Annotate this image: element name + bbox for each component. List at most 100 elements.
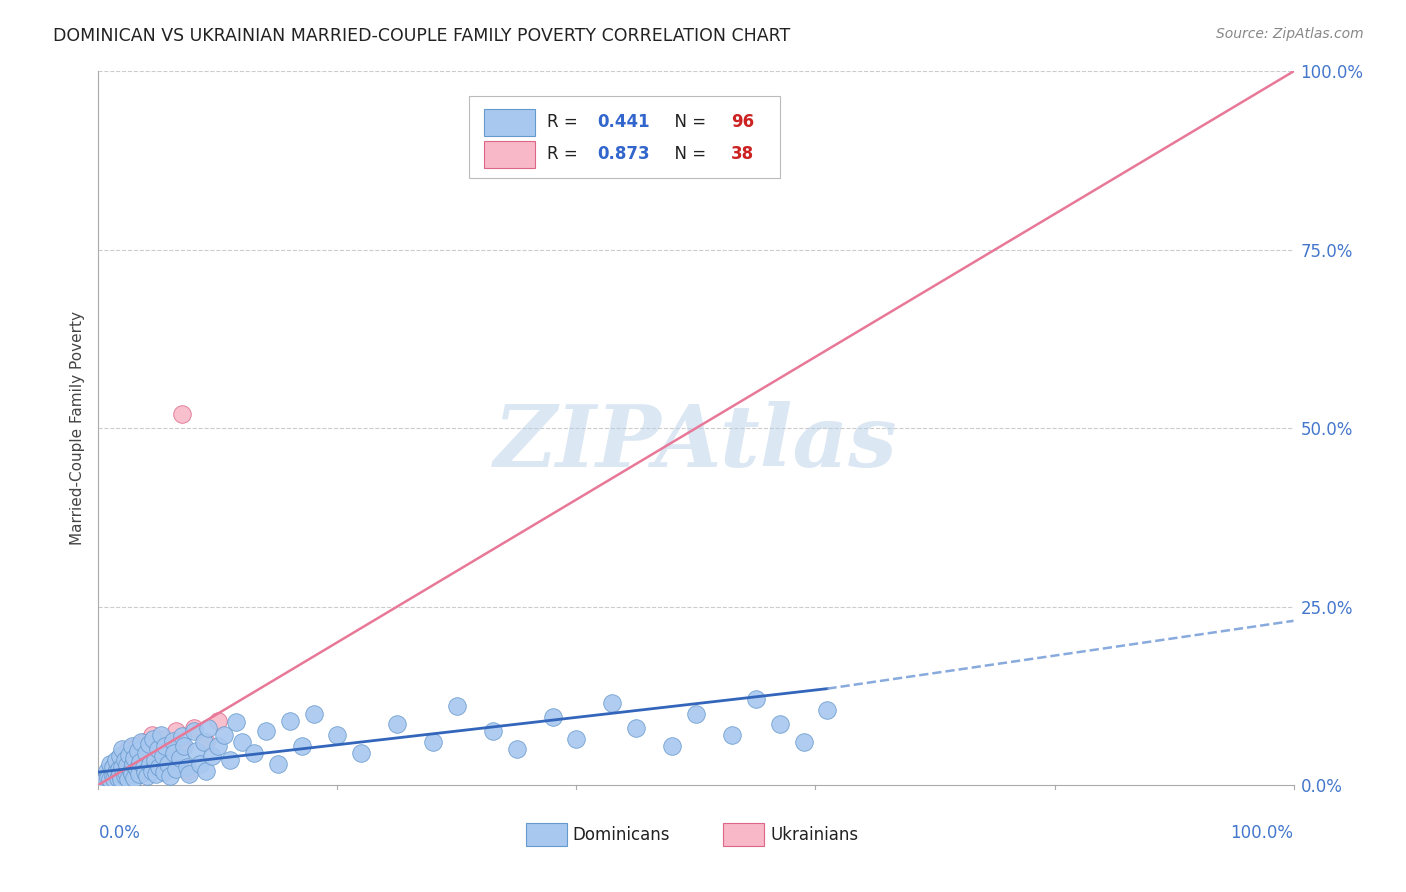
Point bbox=[114, 746, 136, 760]
Point bbox=[156, 756, 179, 771]
Point bbox=[121, 767, 143, 781]
Point bbox=[98, 769, 122, 783]
Point bbox=[148, 756, 170, 771]
Point bbox=[117, 742, 139, 756]
Point bbox=[159, 749, 181, 764]
Point bbox=[183, 721, 205, 735]
Point bbox=[105, 765, 128, 780]
Point bbox=[97, 771, 120, 785]
Point bbox=[98, 756, 122, 771]
Point bbox=[93, 774, 115, 789]
Point bbox=[565, 731, 588, 746]
Point bbox=[231, 735, 253, 749]
Point bbox=[141, 728, 163, 742]
Point bbox=[745, 692, 768, 706]
Point bbox=[143, 753, 166, 767]
Point bbox=[165, 762, 187, 776]
Text: 100.0%: 100.0% bbox=[1230, 824, 1294, 842]
Point bbox=[124, 771, 146, 785]
Point bbox=[110, 772, 132, 787]
Point bbox=[195, 735, 218, 749]
Point bbox=[108, 767, 131, 781]
Point bbox=[291, 739, 314, 753]
Point bbox=[135, 746, 157, 760]
Point bbox=[141, 764, 163, 778]
Text: Ukrainians: Ukrainians bbox=[770, 826, 858, 844]
Point bbox=[661, 739, 683, 753]
Point bbox=[626, 721, 648, 735]
Text: Source: ZipAtlas.com: Source: ZipAtlas.com bbox=[1216, 27, 1364, 41]
Point bbox=[114, 753, 136, 767]
Point bbox=[254, 724, 277, 739]
Point bbox=[188, 756, 211, 771]
Point bbox=[195, 764, 218, 778]
Point bbox=[134, 765, 156, 780]
FancyBboxPatch shape bbox=[526, 822, 567, 846]
Point bbox=[183, 724, 205, 739]
Point bbox=[107, 756, 129, 771]
Point bbox=[446, 699, 468, 714]
Point bbox=[197, 721, 219, 735]
Point bbox=[193, 735, 215, 749]
FancyBboxPatch shape bbox=[470, 96, 780, 178]
Point bbox=[148, 742, 170, 756]
Point bbox=[173, 739, 195, 753]
Point bbox=[124, 760, 146, 774]
Point bbox=[142, 731, 165, 746]
Point bbox=[98, 772, 122, 787]
Point bbox=[115, 756, 138, 771]
Text: 0.0%: 0.0% bbox=[98, 824, 141, 842]
Point bbox=[132, 735, 155, 749]
Point bbox=[120, 764, 142, 778]
Point bbox=[225, 715, 247, 730]
Point bbox=[117, 772, 139, 787]
Point bbox=[219, 753, 242, 767]
Point bbox=[108, 767, 131, 781]
Point bbox=[114, 771, 136, 785]
Point bbox=[176, 760, 198, 774]
Point bbox=[159, 769, 181, 783]
Point bbox=[108, 749, 131, 764]
Text: Dominicans: Dominicans bbox=[572, 826, 671, 844]
Point bbox=[138, 737, 160, 751]
Text: 38: 38 bbox=[731, 145, 754, 163]
Point bbox=[162, 733, 184, 747]
Point bbox=[128, 749, 150, 764]
Point bbox=[212, 728, 235, 742]
Point bbox=[135, 746, 157, 760]
Point bbox=[172, 730, 194, 744]
FancyBboxPatch shape bbox=[724, 822, 763, 846]
Text: ZIPAtlas: ZIPAtlas bbox=[494, 401, 898, 484]
Point bbox=[721, 728, 744, 742]
Text: N =: N = bbox=[664, 113, 711, 131]
Point bbox=[115, 758, 138, 772]
Point bbox=[94, 771, 117, 785]
Point bbox=[177, 764, 200, 778]
Point bbox=[685, 706, 707, 721]
Point bbox=[207, 739, 229, 753]
Point bbox=[114, 769, 136, 783]
Point bbox=[163, 746, 186, 760]
Point bbox=[132, 760, 155, 774]
Point bbox=[149, 728, 172, 742]
Point bbox=[138, 760, 160, 774]
Point bbox=[118, 747, 141, 762]
Point bbox=[155, 739, 177, 753]
Point bbox=[136, 769, 159, 783]
Point bbox=[169, 751, 191, 765]
Point bbox=[481, 724, 505, 739]
Point bbox=[101, 769, 124, 783]
Point bbox=[127, 744, 149, 758]
Point bbox=[131, 735, 153, 749]
Point bbox=[121, 753, 143, 767]
Point bbox=[385, 717, 409, 731]
Point bbox=[186, 744, 208, 758]
Point bbox=[104, 760, 127, 774]
Point bbox=[172, 407, 194, 421]
Point bbox=[105, 753, 128, 767]
Point bbox=[422, 735, 444, 749]
Point bbox=[179, 767, 201, 781]
Point bbox=[124, 751, 146, 765]
Point bbox=[98, 764, 122, 778]
Point bbox=[793, 735, 815, 749]
